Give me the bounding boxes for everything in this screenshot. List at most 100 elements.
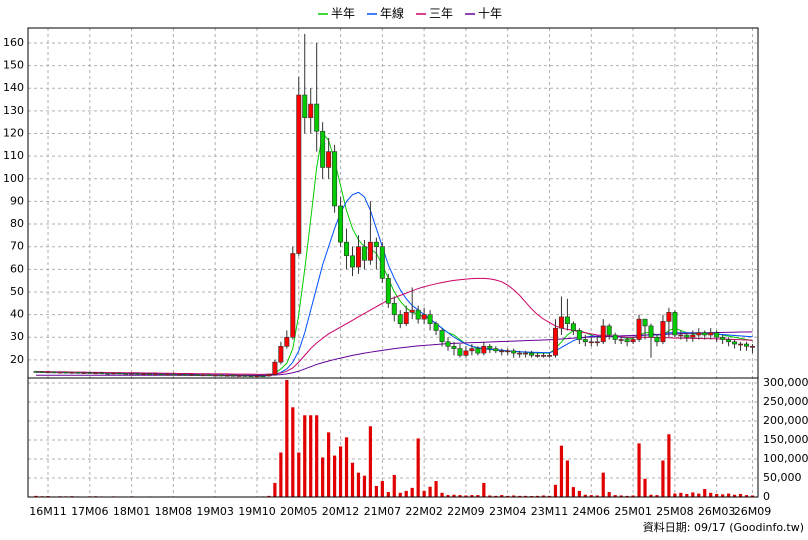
- volume-bar: [518, 495, 522, 497]
- candle-body: [123, 373, 129, 375]
- candle-body: [439, 330, 445, 343]
- volume-bar: [691, 492, 695, 497]
- y2-tick-label: 250,000: [763, 395, 808, 408]
- candle-body: [290, 253, 296, 338]
- volume-bar: [344, 437, 349, 497]
- candle-body: [212, 374, 218, 377]
- candle-body: [344, 241, 350, 257]
- candle-body: [361, 246, 367, 261]
- volume-bar: [327, 432, 331, 497]
- x-tick-label: 20M12: [322, 505, 360, 518]
- candle-body: [576, 330, 582, 340]
- x-tick-label: 23M04: [489, 505, 527, 518]
- candle-body: [260, 375, 266, 378]
- candle-body: [612, 334, 618, 340]
- volume-bar: [512, 495, 516, 497]
- candle-body: [481, 346, 487, 354]
- volume-bar: [315, 415, 319, 497]
- x-tick-label: 25M01: [614, 505, 652, 518]
- volume-bar: [476, 495, 480, 497]
- x-tick-label: 26M03: [698, 505, 736, 518]
- candle-body: [266, 374, 272, 377]
- candle-body: [320, 130, 326, 168]
- volume-bar: [709, 492, 713, 497]
- volume-bar: [321, 457, 325, 497]
- volume-bar: [458, 495, 462, 497]
- volume-bar: [715, 493, 719, 497]
- candle-body: [224, 374, 230, 377]
- volume-bar: [374, 485, 378, 497]
- y-tick-label: 50: [10, 285, 24, 298]
- volume-bar: [625, 495, 629, 497]
- candle-body: [57, 371, 63, 374]
- x-tick-label: 25M08: [656, 505, 694, 518]
- candle-body: [475, 348, 481, 354]
- candle-body: [75, 372, 81, 374]
- y-tick-label: 110: [3, 149, 24, 162]
- volume-bar: [434, 481, 438, 497]
- candle-body: [111, 372, 117, 375]
- volume-bar: [738, 493, 743, 497]
- x-tick-label: 17M06: [71, 505, 109, 518]
- volume-bar: [440, 492, 444, 497]
- volume-bar: [279, 452, 283, 497]
- volume-bar: [565, 460, 570, 497]
- candle-body: [33, 371, 39, 373]
- candle-body: [600, 325, 606, 343]
- volume-bar: [750, 495, 755, 497]
- candle-body: [355, 246, 361, 268]
- volume-bar: [338, 446, 343, 497]
- candle-body: [594, 341, 600, 344]
- x-tick-label: 16M11: [29, 505, 67, 518]
- candle-body: [152, 373, 158, 376]
- y-tick-label: 80: [10, 217, 24, 230]
- candle-body: [690, 334, 696, 338]
- candle-body: [427, 314, 433, 324]
- plot-frame: [27, 27, 759, 498]
- candle-body: [182, 374, 188, 376]
- volume-bar: [362, 475, 367, 497]
- candle-body: [248, 375, 254, 378]
- candle-body: [45, 371, 51, 374]
- volume-bar: [613, 495, 617, 497]
- candle-body: [487, 346, 493, 349]
- y-tick-label: 120: [3, 126, 24, 139]
- candle-body: [278, 346, 284, 363]
- y-tick-label: 150: [3, 59, 24, 72]
- candle-body: [445, 341, 451, 347]
- candle-body: [81, 372, 87, 374]
- volume-bar: [392, 474, 396, 497]
- candle-body: [385, 278, 391, 304]
- volume-bar: [697, 493, 701, 497]
- candle-body: [552, 327, 558, 356]
- y-tick-label: 20: [10, 353, 24, 366]
- candle-body: [726, 339, 732, 343]
- marks-layer: [33, 33, 755, 497]
- volume-bar: [732, 494, 737, 497]
- candle-body: [332, 151, 338, 207]
- volume-bar: [643, 478, 647, 497]
- volume-bar: [571, 487, 575, 497]
- y-tick-label: 160: [3, 36, 24, 49]
- x-tick-label: 19M03: [196, 505, 234, 518]
- candle-body: [218, 374, 224, 377]
- candle-body: [158, 373, 164, 376]
- x-tick-label: 20M05: [280, 505, 318, 518]
- candle-body: [302, 94, 308, 118]
- x-tick-label: 26M09: [734, 505, 772, 518]
- y-tick-label: 30: [10, 330, 24, 343]
- volume-bar: [589, 495, 593, 497]
- volume-bar: [500, 495, 504, 497]
- candle-body: [129, 373, 135, 375]
- volume-bar: [553, 484, 558, 497]
- volume-bar: [386, 492, 390, 497]
- volume-bar: [601, 472, 605, 497]
- volume-bar: [661, 460, 665, 497]
- volume-bar: [350, 462, 355, 497]
- candle-body: [397, 314, 403, 324]
- candle-body: [415, 309, 421, 320]
- volume-bar: [631, 495, 635, 497]
- candle-body: [367, 241, 373, 261]
- candle-body: [636, 318, 642, 340]
